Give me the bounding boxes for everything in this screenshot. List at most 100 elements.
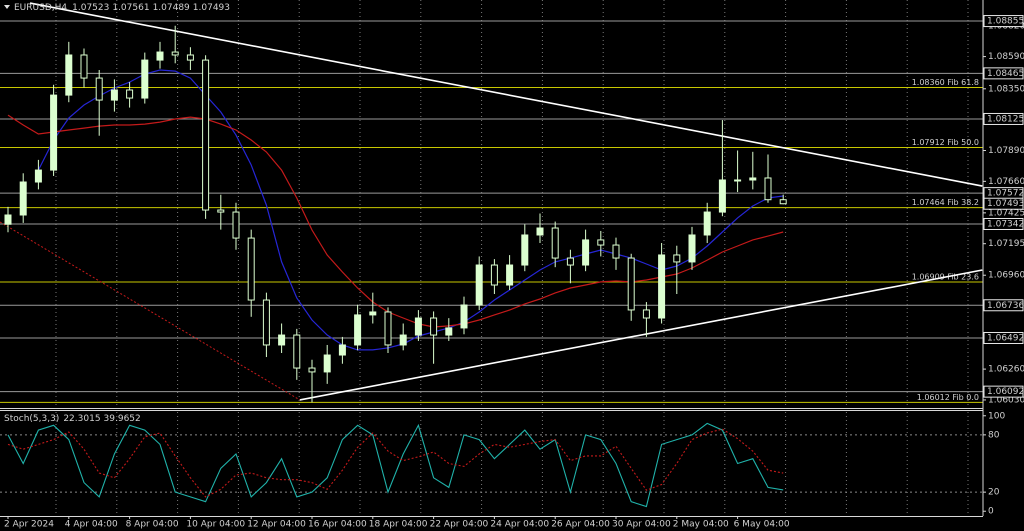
level-label: 1.06092 — [987, 387, 1024, 397]
candle-body — [110, 89, 118, 101]
x-tick-label: 22 Apr 04:00 — [430, 520, 489, 530]
candle-body — [156, 51, 164, 61]
candle-body — [80, 54, 88, 79]
candle-body — [475, 264, 483, 306]
candle-body — [262, 299, 270, 346]
candle-body — [490, 264, 498, 286]
menu-icon[interactable] — [4, 5, 10, 9]
fib-label: 1.07912 Fib 50.0 — [912, 138, 979, 147]
x-tick-label: 24 Apr 04:00 — [490, 520, 549, 530]
level-box — [983, 331, 1024, 344]
current-price-label: 1.07493 — [987, 199, 1024, 209]
candle-body — [673, 254, 681, 263]
price-panel: 1.08360 Fib 61.8 1.07912 Fib 50.0 1.07464 … — [0, 2, 983, 403]
level-label: 1.07572 — [987, 189, 1024, 199]
level-label: 1.06492 — [987, 333, 1024, 343]
x-tick-label: 12 Apr 04:00 — [247, 520, 306, 530]
candle-body — [171, 51, 179, 56]
stoch-y-tick-label: 0 — [988, 507, 994, 517]
candle-body — [718, 179, 726, 213]
x-tick-label: 8 Apr 04:00 — [126, 520, 179, 530]
moving-average — [7, 114, 784, 328]
trendline — [29, 2, 983, 187]
fib-label: 1.06012 Fib 0.0 — [917, 393, 979, 402]
candle-body — [50, 94, 58, 171]
stoch-line — [7, 422, 784, 508]
candle-body — [414, 317, 422, 336]
trendline — [299, 269, 983, 401]
level-label: 1.08465 — [987, 69, 1024, 79]
bar-high: 1.07561 — [112, 3, 149, 13]
level-label: 1.07342 — [987, 219, 1024, 229]
stoch-main-value: 22.3015 — [63, 414, 100, 424]
candle-body — [506, 264, 514, 286]
candle-body — [460, 304, 468, 329]
candle-body — [551, 227, 559, 259]
x-tick-label: 10 Apr 04:00 — [186, 520, 245, 530]
candle-body — [4, 214, 12, 225]
x-tick-label: 26 Apr 04:00 — [551, 520, 610, 530]
x-tick-label: 18 Apr 04:00 — [369, 520, 428, 530]
y-tick-label: 1.07195 — [988, 239, 1024, 249]
candle-body — [232, 211, 240, 239]
stoch-y-tick-label: 20 — [988, 488, 1000, 498]
candle-body — [247, 237, 255, 301]
level-box — [983, 217, 1024, 230]
candle-body — [749, 177, 757, 181]
candle-body — [430, 317, 438, 336]
candle-body — [688, 234, 696, 263]
candle-body — [734, 179, 742, 182]
candle-body — [338, 344, 346, 356]
level-box — [983, 67, 1024, 80]
candle-body — [308, 367, 316, 373]
y-tick-label: 1.07660 — [988, 177, 1024, 187]
stoch-signal-value: 39.9652 — [104, 414, 141, 424]
candle-body — [293, 334, 301, 369]
y-tick-label: 1.06260 — [988, 365, 1024, 375]
candle-body — [65, 54, 73, 96]
x-tick-label: 16 Apr 04:00 — [308, 520, 367, 530]
fib-label: 1.07464 Fib 38.2 — [912, 198, 979, 207]
symbol: EURUSD,H4 — [14, 3, 67, 13]
stoch-header: Stoch(5,3,3) 22.3015 39.9652 — [4, 414, 141, 424]
candle-body — [34, 169, 42, 183]
y-tick-label: 1.06960 — [988, 271, 1024, 281]
x-tick-label: 2 May 04:00 — [673, 520, 729, 530]
candle-body — [627, 257, 635, 311]
candle-body — [141, 59, 149, 99]
stoch-panel — [0, 422, 983, 508]
level-box — [983, 112, 1024, 125]
candle-body — [217, 209, 225, 213]
candle-body — [399, 334, 407, 346]
level-box — [983, 299, 1024, 312]
current-price-box — [983, 197, 1024, 210]
chart-header: EURUSD,H4 1.07523 1.07561 1.07489 1.07493 — [14, 3, 230, 13]
level-box — [983, 385, 1024, 398]
candle-body — [582, 239, 590, 266]
x-tick-label: 4 Apr 04:00 — [65, 520, 118, 530]
candle-body — [278, 334, 286, 346]
candle-body — [186, 54, 194, 61]
bar-low: 1.07489 — [153, 3, 190, 13]
candle-body — [597, 239, 605, 246]
y-tick-label: 1.08590 — [988, 52, 1024, 62]
candle-body — [19, 181, 27, 216]
candle-body — [202, 59, 210, 211]
indicator-name: Stoch(5,3,3) — [4, 414, 59, 424]
level-box — [983, 15, 1024, 28]
candle-body — [323, 354, 331, 373]
stoch-y-tick-label: 80 — [988, 430, 1000, 440]
level-label: 1.06736 — [987, 301, 1024, 311]
candle-body — [445, 327, 453, 336]
x-tick-label: 2 Apr 2024 — [4, 520, 54, 530]
candle-body — [354, 314, 362, 346]
candle-body — [642, 309, 650, 319]
fib-label: 1.08360 Fib 61.8 — [912, 78, 979, 87]
candle-body — [384, 311, 392, 346]
candle-body — [612, 244, 620, 259]
y-tick-label: 1.07425 — [988, 208, 1024, 218]
candle-body — [764, 177, 772, 201]
y-tick-label: 1.06030 — [988, 395, 1024, 405]
y-tick-label: 1.07890 — [988, 146, 1024, 156]
